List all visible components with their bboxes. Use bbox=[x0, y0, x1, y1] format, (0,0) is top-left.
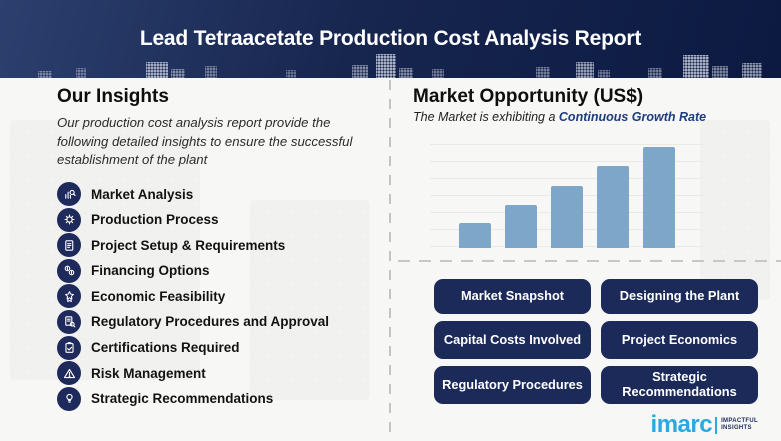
certifications-icon bbox=[57, 335, 81, 360]
list-item-label: Production Process bbox=[91, 212, 219, 228]
list-item: Financing Options bbox=[57, 258, 377, 284]
strategic-recommendations-button[interactable]: Strategic Recommendations bbox=[601, 366, 758, 404]
vertical-dashed-divider bbox=[389, 80, 391, 441]
capital-costs-involved-button[interactable]: Capital Costs Involved bbox=[434, 321, 591, 359]
imarc-logo: imarc IMPACTFUL INSIGHTS bbox=[650, 411, 758, 439]
list-item-label: Market Analysis bbox=[91, 186, 194, 202]
growth-bar-chart-area bbox=[430, 144, 702, 248]
list-item-label: Financing Options bbox=[91, 263, 210, 279]
imarc-logo-wordmark: imarc bbox=[650, 411, 713, 439]
list-item-label: Regulatory Procedures and Approval bbox=[91, 314, 330, 330]
list-item-label: Risk Management bbox=[91, 365, 206, 381]
financing-options-icon bbox=[57, 258, 81, 283]
list-item-label: Strategic Recommendations bbox=[91, 391, 274, 407]
project-economics-button[interactable]: Project Economics bbox=[601, 321, 758, 359]
regulatory-procedures-button[interactable]: Regulatory Procedures bbox=[434, 366, 591, 404]
insights-heading: Our Insights bbox=[57, 86, 169, 107]
list-item: Economic Feasibility bbox=[57, 284, 377, 310]
list-item-label: Certifications Required bbox=[91, 340, 240, 356]
list-item: Production Process bbox=[57, 207, 377, 233]
list-item: Project Setup & Requirements bbox=[57, 232, 377, 258]
chart-bar bbox=[505, 205, 537, 248]
list-item: Regulatory Procedures and Approval bbox=[57, 309, 377, 335]
list-item: Certifications Required bbox=[57, 335, 377, 361]
chart-bar bbox=[643, 147, 675, 248]
background-watermark bbox=[700, 120, 770, 300]
market-snapshot-button[interactable]: Market Snapshot bbox=[434, 279, 591, 314]
logo-separator bbox=[715, 416, 718, 434]
project-setup-icon bbox=[57, 233, 81, 258]
header-banner: Lead Tetraacetate Production Cost Analys… bbox=[0, 0, 781, 78]
logo-tagline-line1: IMPACTFUL bbox=[721, 417, 758, 424]
list-item-label: Project Setup & Requirements bbox=[91, 237, 286, 253]
report-section-buttons: Market Snapshot Designing the Plant Capi… bbox=[434, 279, 758, 404]
chart-bar bbox=[597, 166, 629, 248]
background-watermark bbox=[250, 200, 370, 400]
market-analysis-icon bbox=[57, 182, 81, 206]
regulatory-approval-icon bbox=[57, 309, 81, 334]
market-opportunity-heading: Market Opportunity (US$) bbox=[413, 86, 644, 107]
background-watermark bbox=[10, 120, 200, 380]
list-item: Market Analysis bbox=[57, 181, 377, 207]
logo-tagline-line2: INSIGHTS bbox=[721, 425, 752, 432]
designing-the-plant-button[interactable]: Designing the Plant bbox=[601, 279, 758, 314]
market-subtitle-prefix: The Market is exhibiting a bbox=[413, 110, 559, 124]
chart-bar bbox=[459, 223, 491, 248]
market-subtitle-highlight: Continuous Growth Rate bbox=[558, 110, 707, 124]
insights-panel: Our Insights Our production cost analysi… bbox=[57, 86, 377, 412]
page-title: Lead Tetraacetate Production Cost Analys… bbox=[139, 27, 642, 50]
strategic-recommendations-icon bbox=[57, 386, 81, 411]
chart-bar bbox=[551, 186, 583, 248]
list-item: Risk Management bbox=[57, 360, 377, 386]
logo-tagline: IMPACTFUL INSIGHTS bbox=[721, 418, 758, 433]
list-item: Strategic Recommendations bbox=[57, 386, 377, 412]
market-subtitle: The Market is exhibiting a Continuous Gr… bbox=[413, 110, 706, 124]
production-process-icon bbox=[57, 207, 81, 232]
horizontal-dashed-divider bbox=[398, 260, 781, 262]
bar-chart bbox=[459, 144, 675, 248]
insights-list: Market Analysis Production Process Proje… bbox=[57, 181, 377, 411]
risk-management-icon bbox=[57, 361, 81, 386]
insights-description: Our production cost analysis report prov… bbox=[57, 115, 353, 168]
city-skyline-illustration bbox=[0, 50, 781, 78]
economic-feasibility-icon bbox=[57, 284, 81, 309]
list-item-label: Economic Feasibility bbox=[91, 288, 226, 304]
